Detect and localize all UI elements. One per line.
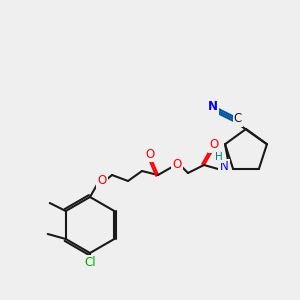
Text: O: O — [209, 139, 219, 152]
Text: H: H — [215, 152, 223, 162]
Text: O: O — [146, 148, 154, 160]
Text: N: N — [208, 100, 218, 113]
Text: N: N — [220, 160, 228, 173]
Text: O: O — [98, 175, 106, 188]
Text: C: C — [234, 112, 242, 125]
Text: O: O — [172, 158, 182, 170]
Text: Cl: Cl — [84, 256, 96, 269]
